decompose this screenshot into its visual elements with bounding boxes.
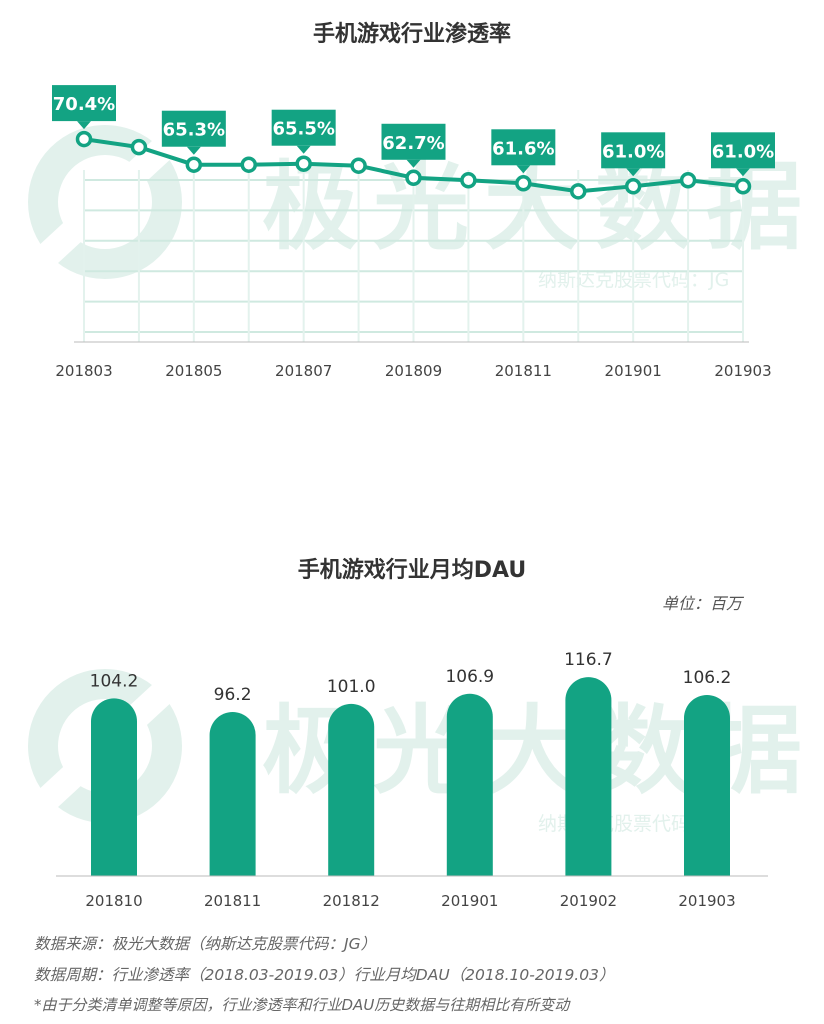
data-point-201806 <box>240 156 257 173</box>
x-tick-label: 201903 <box>678 892 735 910</box>
bar-chart-title: 手机游戏行业月均DAU <box>297 558 527 583</box>
data-label: 61.6% <box>491 129 556 174</box>
data-label: 65.3% <box>161 110 226 155</box>
x-tick-label: 201903 <box>714 362 771 380</box>
data-label: 70.4% <box>52 85 116 130</box>
x-tick-label: 201812 <box>323 892 380 910</box>
data-points <box>75 130 752 200</box>
x-axis-ticks: 201810 201811 201812 201901 201902 201903 <box>85 892 735 910</box>
x-tick-label: 201805 <box>165 362 222 380</box>
bar-value-labels: 104.2 96.2 101.0 106.9 116.7 106.2 <box>90 650 732 705</box>
data-label: 61.0% <box>601 132 666 177</box>
data-label: 61.0% <box>711 132 775 177</box>
data-label-text: 62.7% <box>382 133 444 154</box>
x-tick-label: 201810 <box>85 892 142 910</box>
bar-201902 <box>565 677 612 876</box>
data-point-201803 <box>75 130 93 148</box>
data-label-text: 61.0% <box>712 141 774 162</box>
data-label-box <box>381 123 446 160</box>
bar-value-label: 106.2 <box>683 668 732 688</box>
data-point-201804 <box>130 138 148 156</box>
bar-201901 <box>446 693 493 876</box>
data-label-pointer <box>406 159 421 168</box>
data-point-201805 <box>185 156 203 173</box>
change-note: *由于分类清单调整等原因，行业渗透率和行业DAU历史数据与往期相比有所变动 <box>34 996 570 1014</box>
chart-grid <box>74 170 749 343</box>
x-axis-ticks: 201803 201805 201807 201809 201811 201901 2019… <box>55 362 771 380</box>
bar-201810 <box>91 698 137 876</box>
data-source-note: 数据来源：极光大数据（纳斯达克股票代码：JG） <box>34 935 377 953</box>
bar-value-label: 104.2 <box>90 671 139 691</box>
bars <box>91 677 730 876</box>
brand-logo-icon <box>28 125 182 279</box>
x-tick-label: 201809 <box>385 362 442 380</box>
x-tick-label: 201901 <box>441 892 498 910</box>
unit-label: 单位：百万 <box>661 594 742 613</box>
data-label-pointer <box>516 165 531 174</box>
x-tick-label: 201811 <box>204 892 261 910</box>
data-label-pointer <box>186 146 201 155</box>
bar-value-label: 96.2 <box>214 685 252 705</box>
x-tick-label: 201901 <box>605 362 662 380</box>
data-label-box <box>161 110 226 147</box>
data-label-text: 61.6% <box>492 138 554 159</box>
bar-201811 <box>209 712 256 876</box>
data-label-text: 61.0% <box>602 141 664 162</box>
bar-value-label: 101.0 <box>327 677 376 697</box>
x-tick-label: 201803 <box>55 362 112 380</box>
data-label: 62.7% <box>381 123 446 168</box>
data-point-201812 <box>570 183 587 200</box>
data-label-box <box>491 129 556 166</box>
bar-value-label: 106.9 <box>445 667 494 687</box>
data-period-note: 数据周期：行业渗透率（2018.03-2019.03）行业月均DAU（2018.… <box>34 966 615 984</box>
data-labels: 70.4% 65.3% 65.5% 62.7% 61.6% 61.0% 61.0% <box>52 85 775 177</box>
data-label-pointer <box>736 168 750 177</box>
data-point-201807 <box>295 155 312 172</box>
bar-201903 <box>684 694 730 876</box>
bar-value-label: 116.7 <box>564 650 613 670</box>
data-point-201808 <box>350 157 367 174</box>
line-chart-title: 手机游戏行业渗透率 <box>312 22 511 47</box>
data-label-box <box>601 132 666 169</box>
data-label-text: 65.3% <box>163 120 225 141</box>
data-point-201810 <box>460 172 477 189</box>
data-label-box <box>52 85 116 122</box>
data-label-box <box>271 109 336 146</box>
data-label: 65.5% <box>271 109 336 154</box>
data-point-201901 <box>624 178 642 195</box>
data-label-text: 70.4% <box>53 94 115 115</box>
x-tick-label: 201811 <box>495 362 552 380</box>
data-point-201902 <box>679 172 697 189</box>
bar-201812 <box>328 703 375 876</box>
x-tick-label: 201807 <box>275 362 332 380</box>
data-label-pointer <box>77 121 91 130</box>
data-point-201809 <box>405 169 422 187</box>
data-label-box <box>711 132 775 169</box>
data-point-201811 <box>515 175 532 192</box>
x-tick-label: 201902 <box>560 892 617 910</box>
data-label-text: 65.5% <box>272 119 334 140</box>
data-label-pointer <box>296 145 311 154</box>
data-label-pointer <box>626 168 641 177</box>
data-point-201903 <box>734 178 752 195</box>
